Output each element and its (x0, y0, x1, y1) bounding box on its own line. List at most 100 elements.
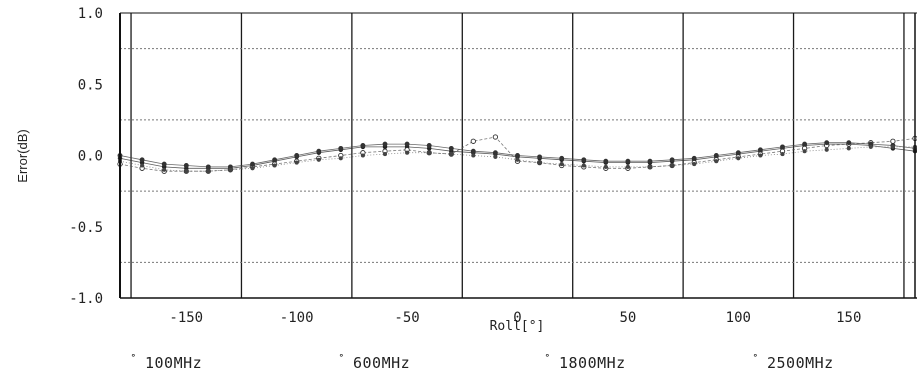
data-point-1800mhz (183, 163, 189, 168)
x-axis-label: Roll[°] (490, 319, 545, 334)
data-point-1800mhz (205, 164, 211, 170)
data-point-2500mhz (294, 160, 299, 165)
data-point-2500mhz (184, 169, 189, 174)
legend-label-1800mhz: 1800MHz (559, 354, 626, 372)
data-point-2500mhz (471, 153, 476, 158)
data-point-1800mhz (647, 158, 653, 164)
data-point-2500mhz (758, 153, 763, 158)
data-point-600mhz (492, 134, 499, 140)
data-point-2500mhz (736, 156, 741, 161)
data-point-1800mhz (669, 157, 675, 163)
data-point-2500mhz (670, 163, 675, 168)
legend-item-600mhz: ˚ 600MHz (338, 353, 410, 372)
data-point-2500mhz (802, 149, 807, 154)
data-point-1800mhz (161, 161, 167, 167)
y-tick-label: 0.0 (78, 149, 103, 165)
data-point-2500mhz (338, 156, 343, 161)
data-point-600mhz (470, 138, 476, 144)
data-point-1800mhz (780, 144, 785, 150)
data-point-2500mhz (868, 144, 873, 149)
data-point-1800mhz (272, 157, 278, 163)
data-point-1800mhz (492, 150, 498, 156)
data-point-2500mhz (625, 164, 630, 169)
axis-layer: Error(dB) Roll[°] (15, 12, 917, 334)
data-point-2500mhz (846, 146, 851, 151)
data-point-1800mhz (250, 161, 255, 167)
data-point-2500mhz (206, 169, 211, 174)
legend-marker-2500mhz: ˚ (752, 353, 759, 366)
data-point-1800mhz (139, 157, 145, 163)
data-point-1800mhz (470, 148, 476, 154)
data-point-1800mhz (316, 148, 322, 154)
data-point-1800mhz (691, 155, 697, 161)
y-tick-label: -1.0 (69, 291, 103, 307)
x-tick-label: -100 (280, 310, 314, 326)
data-point-2500mhz (647, 164, 653, 169)
data-point-1800mhz (515, 153, 520, 158)
data-point-2500mhz (427, 150, 432, 155)
data-point-1800mhz (713, 153, 719, 158)
data-point-600mhz (890, 138, 896, 144)
legend-label-100mhz: 100MHz (145, 354, 202, 372)
legend-label-2500mhz: 2500MHz (767, 354, 834, 372)
series-layer (117, 134, 917, 174)
data-point-1800mhz (625, 158, 631, 164)
data-point-1800mhz (559, 155, 565, 161)
data-point-1800mhz (846, 140, 852, 146)
data-point-2500mhz (382, 152, 388, 157)
x-tick-label: 50 (619, 310, 636, 326)
data-point-1800mhz (581, 157, 587, 163)
data-point-1800mhz (603, 158, 609, 164)
legend-marker-100mhz: ˚ (130, 353, 137, 366)
data-point-1800mhz (757, 147, 763, 153)
x-tick-label: 0 (513, 310, 521, 326)
x-tick-label: -150 (169, 310, 203, 326)
y-tick-label: -0.5 (69, 220, 103, 236)
data-point-2500mhz (780, 152, 785, 157)
data-point-2500mhz (228, 167, 233, 172)
data-point-1800mhz (537, 154, 543, 160)
data-point-2500mhz (140, 163, 145, 168)
grid-layer (120, 13, 915, 298)
series-2500mhz (117, 144, 917, 174)
data-point-2500mhz (603, 164, 608, 169)
data-point-2500mhz (692, 162, 697, 167)
x-tick-label: 150 (836, 310, 861, 326)
legend-item-1800mhz: ˚ 1800MHz (544, 353, 626, 372)
data-point-2500mhz (890, 144, 895, 149)
y-axis-label: Error(dB) (15, 129, 30, 182)
data-point-1800mhz (824, 140, 830, 146)
x-tick-label: -50 (394, 310, 419, 326)
data-point-2500mhz (581, 163, 586, 168)
data-point-2500mhz (559, 162, 564, 167)
data-point-2500mhz (405, 150, 410, 155)
y-tick-label: 0.5 (78, 77, 103, 93)
legend-marker-600mhz: ˚ (338, 353, 345, 366)
legend: ˚ 100MHz ˚ 600MHz ˚ 1800MHz ˚ 2500MHz (130, 353, 834, 372)
data-point-2500mhz (493, 154, 498, 159)
data-point-1800mhz (802, 141, 808, 147)
data-point-1800mhz (338, 145, 344, 151)
data-point-2500mhz (250, 166, 255, 171)
x-tick-label: 100 (726, 310, 751, 326)
legend-item-2500mhz: ˚ 2500MHz (752, 353, 834, 372)
legend-label-600mhz: 600MHz (353, 354, 410, 372)
data-point-1800mhz (735, 150, 741, 156)
data-point-1800mhz (404, 141, 410, 147)
data-point-2500mhz (316, 157, 321, 162)
y-tick-label: 1.0 (78, 6, 103, 22)
data-point-1800mhz (294, 153, 300, 158)
data-point-2500mhz (714, 159, 719, 164)
legend-marker-1800mhz: ˚ (544, 353, 551, 366)
data-point-2500mhz (272, 163, 277, 168)
data-point-1800mhz (382, 141, 388, 147)
tick-layer: 1.0 0.5 0.0 -0.5 -1.0 -150 -100 -50 0 50 100 150 (69, 6, 861, 326)
data-point-1800mhz (426, 143, 432, 148)
data-point-2500mhz (162, 167, 167, 172)
data-point-1800mhz (360, 143, 366, 148)
data-point-2500mhz (537, 160, 542, 165)
data-point-2500mhz (824, 147, 829, 152)
data-point-2500mhz (360, 153, 365, 158)
